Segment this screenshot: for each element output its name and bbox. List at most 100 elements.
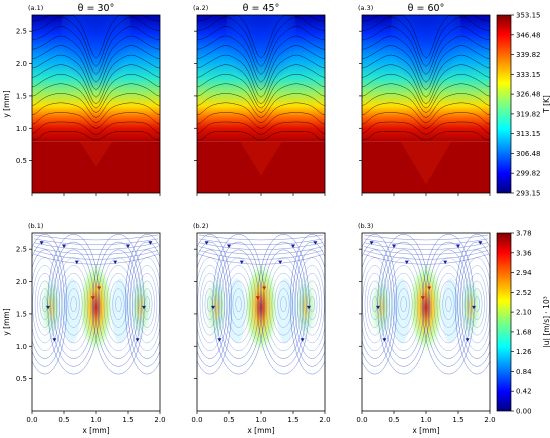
- colorbar-layer: 353.15 346.48 339.82 333.15 326.48 319.82 313.…: [496, 12, 550, 416]
- colorbar-tick-label: 0.84: [516, 368, 532, 376]
- streamline: [445, 296, 452, 313]
- streamline: [229, 280, 248, 328]
- panel-label: (a.2): [193, 4, 208, 12]
- streamline: [422, 234, 475, 375]
- isotherm: [32, 26, 160, 75]
- y-tick-label: 1.5: [16, 92, 27, 100]
- streamline: [280, 296, 287, 313]
- colorbar-tick-label: 346.48: [516, 31, 541, 39]
- panel-title: θ = 45°: [243, 3, 280, 14]
- flow-arrow: [148, 241, 153, 245]
- flow-arrow: [443, 260, 448, 265]
- flow-arrow: [420, 296, 425, 300]
- streamline: [223, 265, 254, 344]
- flow-arrow: [291, 244, 295, 248]
- cool-plume: [390, 15, 462, 116]
- streamline: [70, 296, 77, 313]
- streamline: [263, 249, 304, 359]
- streamline: [61, 272, 86, 336]
- velocity-panel: 0.5 1.0 1.5 2.0 2.5 0.0 0.5 1.0 1.5 2.0 (b.1) y [mm…: [2, 222, 166, 435]
- colorbar-label: |u| [m/s] · 10³: [542, 296, 550, 348]
- x-tick-label: 1.5: [452, 416, 463, 424]
- x-axis-label: x [mm]: [412, 426, 439, 435]
- x-axis-label: x [mm]: [247, 426, 274, 435]
- x-tick-label: 1.5: [287, 416, 298, 424]
- colorbar-tick-label: 306.48: [516, 150, 541, 158]
- streamline: [400, 296, 407, 313]
- flow-arrow: [478, 241, 483, 245]
- streamline: [363, 242, 489, 250]
- streamline: [198, 238, 324, 246]
- flow-arrow: [135, 338, 140, 342]
- streamline: [124, 234, 160, 375]
- isotherm: [32, 102, 160, 124]
- side-jet: [128, 271, 154, 344]
- streamline: [309, 296, 315, 313]
- temperature-panel: (a.2) θ = 45°: [193, 3, 326, 196]
- streamline: [37, 280, 53, 328]
- streamline: [33, 242, 159, 250]
- isotherm: [197, 121, 325, 135]
- streamline: [207, 296, 213, 313]
- central-jet: [243, 258, 279, 356]
- streamline: [442, 288, 455, 320]
- colorbar-tick-label: 293.15: [516, 190, 541, 198]
- velocity-panel: 0.0 0.5 1.0 1.5 2.0 (b.2) x [mm]: [191, 222, 330, 435]
- isotherm: [197, 64, 325, 105]
- streamline: [202, 280, 218, 328]
- streamline: [47, 234, 100, 375]
- temperature-field: [362, 15, 490, 193]
- y-axis-label: y [mm]: [2, 90, 11, 117]
- streamline: [32, 234, 68, 375]
- streamline: [32, 241, 65, 367]
- temperature-field: [32, 15, 160, 193]
- streamline: [394, 280, 413, 328]
- x-tick-label: 2.0: [154, 416, 165, 424]
- central-jet: [408, 258, 444, 356]
- streamline: [363, 238, 489, 246]
- panel-title: θ = 60°: [408, 3, 445, 14]
- x-tick-label: 0.0: [356, 416, 367, 424]
- isotherm: [197, 73, 325, 109]
- streamline: [33, 250, 159, 260]
- colorbar-tick-label: 339.82: [516, 51, 541, 59]
- streamline: [474, 296, 480, 313]
- streamline: [53, 249, 94, 359]
- colorbar-tick-label: 0.42: [516, 388, 532, 396]
- x-tick-label: 0.5: [388, 416, 399, 424]
- temperature-panel: (a.3) θ = 60°: [358, 3, 491, 196]
- streamline: [34, 272, 55, 336]
- streamline: [32, 265, 58, 344]
- isotherm: [32, 83, 160, 113]
- y-tick-label: 2.0: [16, 278, 27, 286]
- isotherm: [197, 102, 325, 124]
- flow-arrow: [472, 305, 476, 310]
- streamline: [464, 265, 490, 344]
- streamline: [98, 249, 139, 359]
- streamline: [56, 257, 92, 352]
- notch: [400, 141, 452, 185]
- isotherm: [362, 26, 490, 75]
- flow-arrow: [404, 260, 409, 265]
- streamline: [459, 249, 490, 359]
- flow-arrow: [97, 286, 102, 291]
- streamline: [33, 234, 159, 241]
- flow-arrow: [113, 260, 118, 265]
- streamline: [364, 272, 385, 336]
- colorbar-tick-label: 2.94: [516, 269, 532, 277]
- isotherm: [362, 64, 490, 105]
- notch: [79, 141, 113, 167]
- flow-arrow: [262, 286, 267, 291]
- streamline: [112, 288, 125, 320]
- flow-arrow: [142, 305, 146, 310]
- panel-label: (b.3): [358, 222, 373, 230]
- isotherm: [32, 54, 160, 98]
- panels-layer: 0.5 1.0 1.5 2.0 2.5 (a.1) y [mm] θ = 30° (a.2) θ …: [2, 3, 496, 435]
- streamline: [129, 249, 160, 359]
- streamline: [39, 288, 50, 320]
- flow-arrow: [52, 338, 57, 342]
- streamline: [299, 265, 325, 344]
- streamline: [304, 280, 320, 328]
- isotherm: [362, 15, 490, 59]
